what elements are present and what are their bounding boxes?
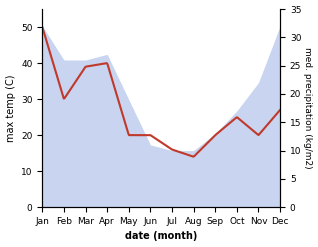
Y-axis label: max temp (C): max temp (C): [5, 74, 16, 142]
X-axis label: date (month): date (month): [125, 231, 197, 242]
Y-axis label: med. precipitation (kg/m2): med. precipitation (kg/m2): [303, 47, 313, 169]
